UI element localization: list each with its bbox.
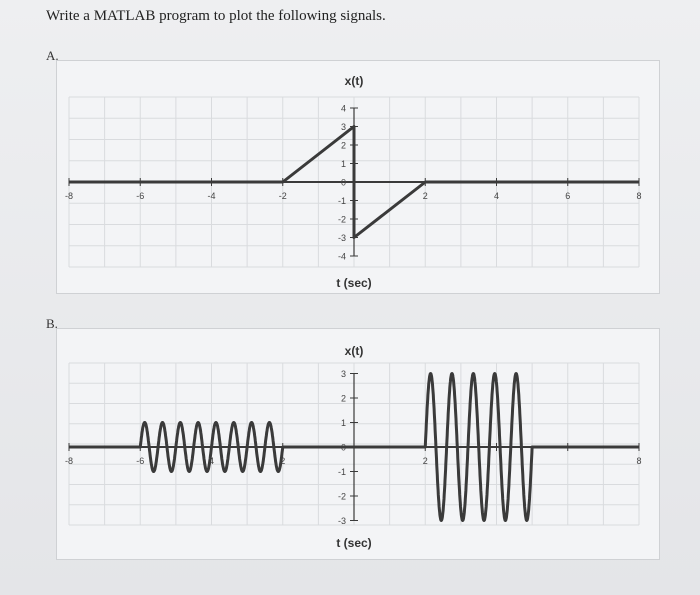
y-tick-label: 2 xyxy=(341,394,346,404)
part-a-label: A. xyxy=(46,48,59,63)
chart-a: -8 -6 -4 -2 2 4 6 8 -4 -3 -2 -1 0 1 2 3 4 x(t) t (sec) xyxy=(65,74,642,290)
x-tick-label: 4 xyxy=(209,456,214,466)
chart-title: x(t) xyxy=(345,344,364,358)
y-tick-label: 3 xyxy=(341,369,346,379)
x-tick-label: 6 xyxy=(565,191,570,201)
chart-a-panel: -8 -6 -4 -2 2 4 6 8 -4 -3 -2 -1 0 1 2 3 4 x(t) t (sec) xyxy=(56,60,660,294)
y-tick-label: 3 xyxy=(341,122,346,132)
x-tick-label: 8 xyxy=(636,191,641,201)
y-tick-label: 1 xyxy=(341,418,346,428)
chart-b-panel: -8 -6 4 2 2 8 -3 -2 -1 0 1 2 3 x(t) t (sec) xyxy=(56,328,660,560)
x-tick-label: -8 xyxy=(65,191,73,201)
question-text: Write a MATLAB program to plot the follo… xyxy=(46,8,386,24)
part-b-label: B. xyxy=(46,316,58,331)
y-tick-label: -3 xyxy=(338,233,346,243)
x-tick-label: 2 xyxy=(280,456,285,466)
signal-line xyxy=(69,125,639,239)
y-tick-label: 0 xyxy=(341,178,346,188)
signal-line xyxy=(69,372,639,522)
y-tick-label: -3 xyxy=(338,516,346,526)
x-tick-label: 2 xyxy=(423,191,428,201)
x-axis-label: t (sec) xyxy=(336,276,371,290)
y-tick-label: 2 xyxy=(341,141,346,151)
y-tick-label: -2 xyxy=(338,492,346,502)
x-tick-label: 8 xyxy=(636,456,641,466)
x-tick-label: -8 xyxy=(65,456,73,466)
y-tick-label: -1 xyxy=(338,196,346,206)
x-tick-label: -6 xyxy=(136,456,144,466)
y-tick-label: 1 xyxy=(341,159,346,169)
x-tick-label: -2 xyxy=(279,191,287,201)
chart-title: x(t) xyxy=(345,74,364,88)
x-tick-label: -6 xyxy=(136,191,144,201)
x-tick-label: -4 xyxy=(207,191,215,201)
x-tick-label: 2 xyxy=(423,456,428,466)
y-tick-label: -1 xyxy=(338,467,346,477)
y-tick-label: 4 xyxy=(341,104,346,114)
x-axis-label: t (sec) xyxy=(336,536,371,550)
y-tick-label: -4 xyxy=(338,252,346,262)
x-tick-label: 4 xyxy=(494,191,499,201)
y-tick-label: -2 xyxy=(338,215,346,225)
